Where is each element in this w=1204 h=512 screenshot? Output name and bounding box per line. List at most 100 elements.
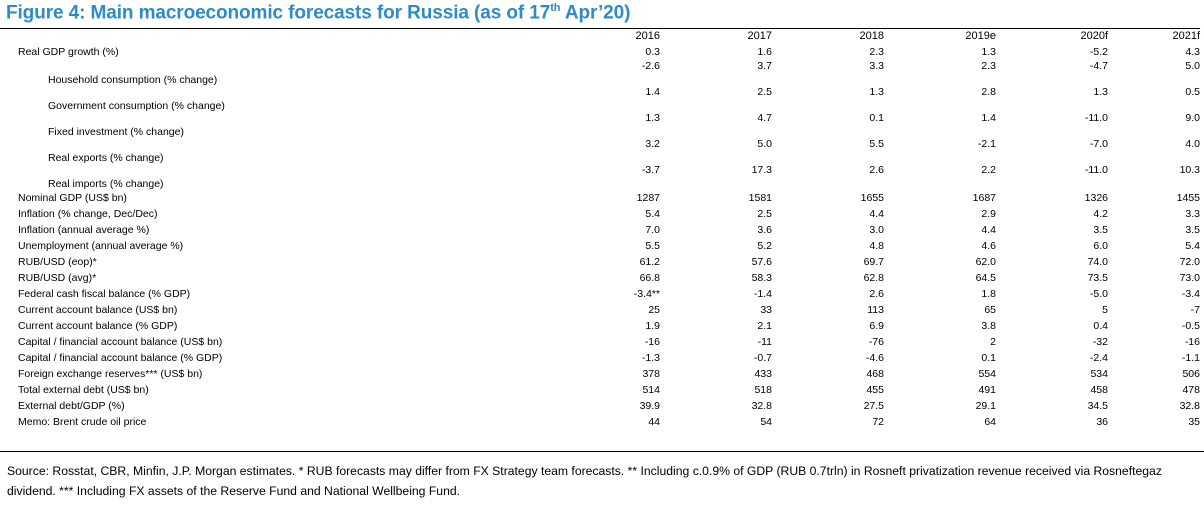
row-label: Inflation (annual average %) bbox=[18, 224, 150, 236]
value-cell: 66.8 bbox=[639, 272, 660, 284]
value-cell: -2.4 bbox=[1089, 352, 1108, 364]
value-cell: 1287 bbox=[636, 192, 660, 204]
value-cell: 1.3 bbox=[869, 86, 884, 98]
value-cell: 62.8 bbox=[863, 272, 884, 284]
value-cell: 2.3 bbox=[981, 60, 996, 72]
value-cell: 1455 bbox=[1176, 192, 1200, 204]
value-cell: 57.6 bbox=[751, 256, 772, 268]
value-cell: -4.6 bbox=[865, 352, 884, 364]
value-cell: -0.7 bbox=[753, 352, 772, 364]
value-cell: -3.4 bbox=[1181, 288, 1200, 300]
value-cell: 2 bbox=[990, 336, 996, 348]
table-row: Real imports (% change) -3.7 17.3 2.6 2.2 -11… bbox=[0, 164, 1200, 190]
table-row: Inflation (annual average %) 7.0 3.6 3.0 4.4… bbox=[0, 222, 1200, 238]
value-cell: 478 bbox=[1182, 384, 1200, 396]
table-row: Nominal GDP (US$ bn) 1287 1581 1655 1687 1326… bbox=[0, 190, 1200, 206]
value-cell: 113 bbox=[867, 304, 884, 316]
value-cell: 1.8 bbox=[981, 288, 996, 300]
value-cell: 433 bbox=[754, 368, 772, 380]
value-cell: 61.2 bbox=[639, 256, 660, 268]
year-header: 2017 bbox=[747, 30, 772, 42]
value-cell: 32.8 bbox=[751, 400, 772, 412]
value-cell: -11.0 bbox=[1084, 164, 1108, 176]
value-cell: 34.5 bbox=[1087, 400, 1108, 412]
row-label: Inflation (% change, Dec/Dec) bbox=[18, 208, 158, 220]
value-cell: -3.4** bbox=[633, 288, 660, 300]
table-row: Unemployment (annual average %) 5.5 5.2 4.8… bbox=[0, 238, 1200, 254]
value-cell: 10.3 bbox=[1179, 164, 1200, 176]
table-row: Federal cash fiscal balance (% GDP) -3.4*… bbox=[0, 286, 1200, 302]
row-label: Current account balance (US$ bn) bbox=[18, 304, 178, 316]
table-body: Real GDP growth (%) 0.3 1.6 2.3 1.3 -5.2 4.3 Ho… bbox=[0, 44, 1200, 430]
row-label: Foreign exchange reserves*** (US$ bn) bbox=[18, 368, 203, 380]
row-label: Nominal GDP (US$ bn) bbox=[18, 192, 127, 204]
value-cell: -3.7 bbox=[641, 164, 660, 176]
value-cell: 3.3 bbox=[869, 60, 884, 72]
value-cell: -16 bbox=[644, 336, 660, 348]
value-cell: -2.1 bbox=[977, 138, 996, 150]
value-cell: 506 bbox=[1182, 368, 1200, 380]
value-cell: -7.0 bbox=[1089, 138, 1108, 150]
value-cell: 3.6 bbox=[757, 224, 772, 236]
value-cell: 58.3 bbox=[751, 272, 772, 284]
value-cell: 1.3 bbox=[1093, 86, 1108, 98]
table-row: RUB/USD (avg)* 66.8 58.3 62.8 64.5 73.5 73.0 bbox=[0, 270, 1200, 286]
row-label: Real GDP growth (%) bbox=[18, 46, 119, 58]
value-cell: 2.5 bbox=[757, 208, 772, 220]
value-cell: 1.4 bbox=[981, 112, 996, 124]
title-superscript: th bbox=[550, 2, 561, 14]
value-cell: -7 bbox=[1190, 304, 1200, 316]
row-label: Current account balance (% GDP) bbox=[18, 320, 178, 332]
year-header: 2021f bbox=[1172, 30, 1200, 42]
value-cell: 73.0 bbox=[1179, 272, 1200, 284]
value-cell: 5.4 bbox=[645, 208, 660, 220]
table-bottom-rule bbox=[0, 451, 1204, 452]
value-cell: 9.0 bbox=[1185, 112, 1200, 124]
value-cell: 5.2 bbox=[757, 240, 772, 252]
value-cell: 5.4 bbox=[1185, 240, 1200, 252]
value-cell: 1.4 bbox=[645, 86, 660, 98]
row-label: Capital / financial account balance (US$… bbox=[18, 336, 223, 348]
value-cell: 62.0 bbox=[975, 256, 996, 268]
table-row: Current account balance (% GDP) 1.9 2.1 6.9… bbox=[0, 318, 1200, 334]
value-cell: 65 bbox=[984, 304, 996, 316]
row-label: Government consumption (% change) bbox=[48, 100, 225, 112]
value-cell: 4.7 bbox=[757, 112, 772, 124]
source-footnote: Source: Rosstat, CBR, Minfin, J.P. Morga… bbox=[7, 464, 1162, 498]
value-cell: 458 bbox=[1090, 384, 1108, 396]
year-header: 2020f bbox=[1080, 30, 1108, 42]
value-cell: 3.3 bbox=[1185, 208, 1200, 220]
value-cell: -0.5 bbox=[1181, 320, 1200, 332]
row-label: Household consumption (% change) bbox=[48, 74, 218, 86]
forecast-table: 2016 2017 2018 2019e 2020f 2021f Real GD… bbox=[0, 29, 1200, 430]
value-cell: 2.5 bbox=[757, 86, 772, 98]
value-cell: -1.3 bbox=[641, 352, 660, 364]
value-cell: 6.9 bbox=[869, 320, 884, 332]
value-cell: 32.8 bbox=[1179, 400, 1200, 412]
value-cell: 2.6 bbox=[869, 164, 884, 176]
value-cell: 44 bbox=[648, 416, 660, 428]
table-top-rule bbox=[0, 28, 1200, 29]
value-cell: -11.0 bbox=[1084, 112, 1108, 124]
value-cell: 3.0 bbox=[869, 224, 884, 236]
value-cell: 2.9 bbox=[981, 208, 996, 220]
table-row: RUB/USD (eop)* 61.2 57.6 69.7 62.0 74.0 72.0 bbox=[0, 254, 1200, 270]
value-cell: 0.5 bbox=[1185, 86, 1200, 98]
value-cell: 534 bbox=[1090, 368, 1108, 380]
header-row: 2016 2017 2018 2019e 2020f 2021f bbox=[0, 29, 1200, 44]
value-cell: 2.2 bbox=[981, 164, 996, 176]
value-cell: -5.2 bbox=[1089, 46, 1108, 58]
row-label: Capital / financial account balance (% G… bbox=[18, 352, 223, 364]
value-cell: -32 bbox=[1092, 336, 1108, 348]
row-label: RUB/USD (eop)* bbox=[18, 256, 97, 268]
row-label: Real exports (% change) bbox=[48, 152, 164, 164]
table-row: Household consumption (% change) -2.6 3.7 3… bbox=[0, 60, 1200, 86]
value-cell: 5.5 bbox=[869, 138, 884, 150]
value-cell: 5.0 bbox=[757, 138, 772, 150]
table-row: Capital / financial account balance (% G… bbox=[0, 350, 1200, 366]
value-cell: 0.1 bbox=[869, 112, 884, 124]
value-cell: 4.0 bbox=[1185, 138, 1200, 150]
title-end: Apr’20) bbox=[560, 2, 631, 24]
value-cell: 72.0 bbox=[1179, 256, 1200, 268]
header-label-cell bbox=[0, 29, 490, 44]
